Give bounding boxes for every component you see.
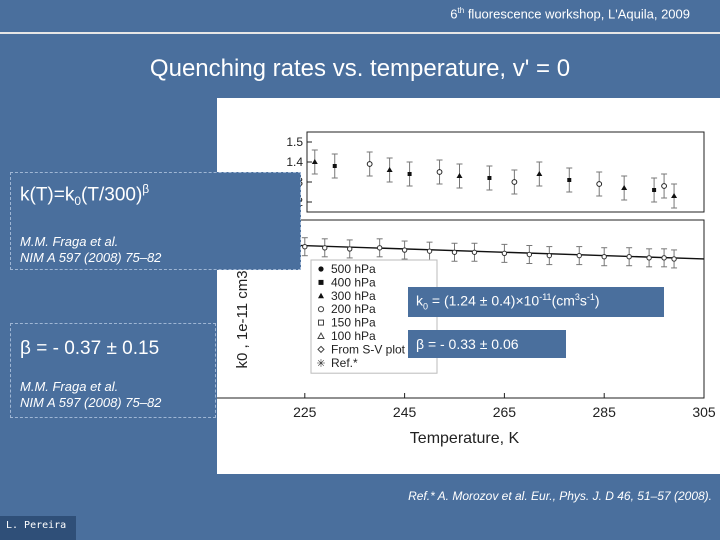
beta-box: β = - 0.37 ± 0.15 M.M. Fraga et al. NIM … — [10, 323, 216, 418]
x-tick-label: 285 — [593, 404, 617, 420]
legend-marker — [318, 292, 324, 299]
inset-data-point — [366, 161, 373, 167]
inset-data-point — [511, 179, 518, 185]
inset-plot-frame — [306, 131, 705, 213]
inset-data-point — [386, 167, 393, 172]
inset-data-point — [332, 164, 337, 168]
legend-label: 100 hPa — [331, 329, 376, 343]
inset-data-point — [311, 159, 318, 164]
legend-marker — [317, 331, 325, 339]
inset-y-tick-label: 1.5 — [286, 135, 303, 149]
citation-authors: M.M. Fraga et al. — [20, 379, 119, 394]
x-tick-label: 265 — [493, 404, 517, 420]
legend-label: Ref.* — [331, 356, 358, 370]
y-axis-label: k0 , 1e-11 cm3s-1 — [234, 250, 251, 369]
data-point — [526, 251, 533, 258]
inset-data-point — [487, 176, 492, 180]
legend-marker — [318, 319, 324, 326]
data-point — [401, 247, 408, 253]
formula-box: k(T)=k0(T/300)β M.M. Fraga et al. NIM A … — [10, 172, 301, 270]
legend-label: 400 hPa — [331, 275, 376, 289]
inset-data-point — [671, 193, 678, 198]
header-bar: 6th fluorescence workshop, L'Aquila, 200… — [0, 0, 720, 34]
chart-panel: 2052252452652853050.00.40.81.21.61.21.31… — [182, 98, 720, 474]
fit-k0-box: k0 = (1.24 ± 0.4)×10-11(cm3s-1) — [408, 287, 664, 317]
chart-svg: 2052252452652853050.00.40.81.21.61.21.31… — [182, 131, 716, 447]
citation-authors: M.M. Fraga et al. — [20, 234, 119, 249]
inset-data-point — [596, 181, 603, 187]
fit-beta-value: β = - 0.33 ± 0.06 — [416, 336, 519, 352]
inset-y-tick-label: 1.4 — [286, 155, 303, 169]
formula-text: k(T)=k0(T/300)β — [20, 182, 150, 209]
inset-data-point — [652, 188, 657, 192]
inset-data-point — [621, 185, 628, 190]
data-point — [471, 249, 478, 255]
slide-title: Quenching rates vs. temperature, v' = 0 — [149, 55, 571, 82]
data-point — [661, 255, 667, 261]
citation-journal: NIM A 597 (2008) 75–82 — [20, 250, 162, 265]
inset-data-point — [661, 183, 667, 189]
legend-label: 150 hPa — [331, 316, 376, 330]
header-divider — [0, 32, 720, 34]
citation: M.M. Fraga et al. NIM A 597 (2008) 75–82 — [20, 234, 161, 266]
legend-label: 500 hPa — [331, 262, 376, 276]
data-point — [347, 246, 353, 252]
inset-data-point — [567, 178, 572, 182]
x-axis-label: Temperature, K — [410, 430, 520, 447]
data-point — [646, 255, 652, 261]
fit-beta-box: β = - 0.33 ± 0.06 — [408, 330, 566, 358]
beta-formula: β = - 0.37 ± 0.15 — [20, 338, 160, 359]
data-point — [671, 256, 677, 262]
legend-label: From S-V plot — [331, 342, 406, 356]
data-point — [626, 254, 632, 260]
x-tick-label: 305 — [692, 404, 716, 420]
legend-marker: ✳ — [316, 358, 325, 370]
legend-label: 300 hPa — [331, 289, 376, 303]
data-point — [376, 245, 383, 251]
data-point — [426, 248, 433, 254]
inset-data-point — [536, 171, 543, 176]
data-point — [451, 249, 458, 255]
data-point — [601, 254, 607, 260]
data-point — [546, 252, 553, 259]
data-point — [501, 250, 508, 257]
citation: M.M. Fraga et al. NIM A 597 (2008) 75–82 — [20, 379, 161, 411]
x-tick-label: 245 — [393, 404, 417, 420]
legend-marker — [317, 345, 325, 354]
inset-data-point — [456, 173, 463, 178]
legend-marker — [318, 279, 324, 285]
data-point — [302, 244, 308, 250]
data-point — [322, 245, 328, 251]
reference-text: Ref.* A. Morozov et al. Eur., Phys. J. D… — [408, 489, 712, 503]
fit-k0-value: k0 = (1.24 ± 0.4)×10-11(cm3s-1) — [416, 292, 600, 312]
x-tick-label: 225 — [293, 404, 317, 420]
legend-marker — [318, 266, 324, 272]
inset-data-point — [436, 169, 443, 175]
data-point — [576, 252, 582, 259]
legend-label: 200 hPa — [331, 302, 376, 316]
author-label: L. Pereira — [0, 516, 76, 540]
inset-data-point — [407, 172, 412, 176]
citation-journal: NIM A 597 (2008) 75–82 — [20, 395, 162, 410]
legend-marker — [317, 306, 325, 313]
workshop-label: 6th fluorescence workshop, L'Aquila, 200… — [450, 6, 690, 22]
